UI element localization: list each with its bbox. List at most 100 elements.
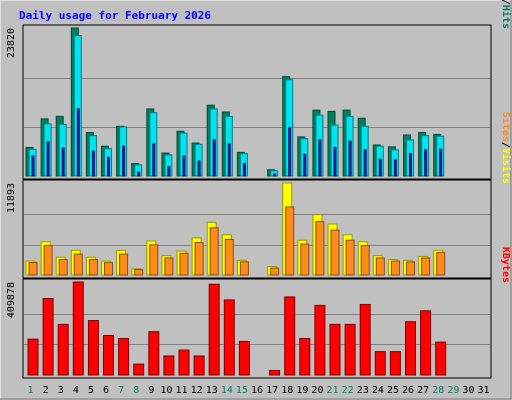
bar-kbytes-day-9 xyxy=(148,331,160,376)
bar-sites-day-9 xyxy=(149,244,159,276)
bar-pages-day-1 xyxy=(31,155,35,177)
bar-sites-day-17 xyxy=(270,267,280,276)
bar-kbytes-day-24 xyxy=(374,351,386,376)
day-label-8: 8 xyxy=(133,385,139,396)
y-max-label: 23820 xyxy=(6,28,17,58)
legend-separator: / xyxy=(500,142,511,148)
bar-sites-day-10 xyxy=(164,257,174,276)
bar-pages-day-3 xyxy=(61,147,65,177)
day-label-22: 22 xyxy=(342,385,354,396)
bar-kbytes-day-12 xyxy=(193,355,205,376)
y-max-label: 409878 xyxy=(6,282,17,318)
bar-sites-day-6 xyxy=(104,262,113,276)
legend-hits: Hits xyxy=(500,5,512,29)
bar-pages-day-18 xyxy=(288,127,292,177)
bar-kbytes-day-20 xyxy=(314,304,326,376)
day-label-3: 3 xyxy=(58,385,64,396)
day-label-31: 31 xyxy=(478,385,490,396)
bar-kbytes-day-19 xyxy=(299,337,311,376)
bar-sites-day-7 xyxy=(119,253,129,276)
day-label-14: 14 xyxy=(221,385,233,396)
bar-kbytes-day-10 xyxy=(163,355,175,376)
bar-pages-day-14 xyxy=(227,143,231,177)
legend-separator: / xyxy=(500,0,511,5)
day-label-25: 25 xyxy=(387,385,399,396)
chart-panels: 23820 Pages/Files/Hits 11893Sites/Visits40… xyxy=(6,0,512,379)
bar-pages-day-23 xyxy=(363,149,367,177)
bar-sites-day-5 xyxy=(88,259,98,276)
day-label-1: 1 xyxy=(28,385,34,396)
bar-pages-day-11 xyxy=(182,155,186,177)
bar-sites-day-13 xyxy=(209,227,219,276)
bar-kbytes-day-27 xyxy=(420,310,432,376)
panel-hits_files_pages: 23820 Pages/Files/Hits xyxy=(6,0,512,180)
bar-kbytes-day-25 xyxy=(389,351,401,376)
bar-kbytes-day-13 xyxy=(208,283,220,376)
day-label-17: 17 xyxy=(266,385,278,396)
day-label-13: 13 xyxy=(206,385,218,396)
bar-sites-day-22 xyxy=(345,239,355,276)
bar-pages-day-15 xyxy=(242,163,246,177)
bar-kbytes-day-15 xyxy=(238,340,250,376)
day-label-12: 12 xyxy=(191,385,203,396)
bar-pages-day-7 xyxy=(122,145,126,177)
y-axis-legend: Sites/Visits xyxy=(500,112,512,184)
bar-kbytes-day-28 xyxy=(435,341,447,376)
day-label-30: 30 xyxy=(462,385,474,396)
bar-sites-day-23 xyxy=(360,245,370,276)
bar-pages-day-17 xyxy=(273,173,277,177)
bar-pages-day-5 xyxy=(91,150,95,177)
bar-pages-day-6 xyxy=(107,156,110,177)
panel-kbytes: 409878 KBytes xyxy=(6,247,511,379)
bar-kbytes-day-1 xyxy=(27,338,39,376)
bar-kbytes-day-3 xyxy=(57,323,69,376)
bar-kbytes-day-2 xyxy=(42,298,54,376)
day-label-15: 15 xyxy=(236,385,248,396)
bar-kbytes-day-11 xyxy=(178,349,190,376)
bar-pages-day-4 xyxy=(76,108,80,177)
day-label-19: 19 xyxy=(296,385,308,396)
bar-sites-day-26 xyxy=(406,261,415,276)
bar-sites-day-21 xyxy=(330,229,340,276)
bar-pages-day-27 xyxy=(424,149,428,177)
day-label-9: 9 xyxy=(148,385,154,396)
bar-sites-day-25 xyxy=(390,260,400,276)
bar-kbytes-day-8 xyxy=(133,363,145,376)
day-label-10: 10 xyxy=(160,385,172,396)
bar-sites-day-12 xyxy=(194,242,204,276)
legend-visits: Visits xyxy=(500,148,512,184)
bar-sites-day-2 xyxy=(43,245,53,276)
bar-pages-day-10 xyxy=(167,166,171,177)
day-label-2: 2 xyxy=(43,385,49,396)
day-label-26: 26 xyxy=(402,385,414,396)
bar-sites-day-19 xyxy=(300,243,310,276)
day-label-18: 18 xyxy=(281,385,293,396)
bar-sites-day-11 xyxy=(179,252,189,276)
day-label-4: 4 xyxy=(73,385,79,396)
series-sites xyxy=(28,206,446,276)
bar-sites-day-15 xyxy=(239,261,249,276)
day-label-5: 5 xyxy=(88,385,94,396)
bar-pages-day-28 xyxy=(439,148,443,177)
bar-sites-day-28 xyxy=(436,252,446,276)
bar-pages-day-26 xyxy=(409,153,412,177)
day-label-21: 21 xyxy=(327,385,339,396)
bar-pages-day-24 xyxy=(378,158,382,177)
x-axis-day-labels: 1 2 3 4 5 6 7 8 9 10 11 12 13 14 15 16 17 18 19 20 21 22 23 24 2… xyxy=(28,385,490,396)
legend-kbytes: KBytes xyxy=(500,247,511,283)
panel-visits_sites: 11893 Sites/Visits xyxy=(6,112,512,279)
day-label-29: 29 xyxy=(447,385,459,396)
y-axis-legend: Pages/Files/Hits xyxy=(500,0,512,29)
day-label-28: 28 xyxy=(432,385,444,396)
bar-kbytes-day-5 xyxy=(87,320,99,376)
bar-kbytes-day-22 xyxy=(344,323,356,376)
legend-sites: Sites xyxy=(500,112,512,142)
day-label-20: 20 xyxy=(311,385,323,396)
bar-sites-day-18 xyxy=(285,206,295,276)
bar-sites-day-24 xyxy=(375,257,385,276)
bar-kbytes-day-18 xyxy=(284,296,296,376)
day-label-11: 11 xyxy=(176,385,188,396)
bar-pages-day-25 xyxy=(393,159,397,177)
bar-pages-day-20 xyxy=(318,139,322,177)
bar-kbytes-day-17 xyxy=(269,369,281,376)
